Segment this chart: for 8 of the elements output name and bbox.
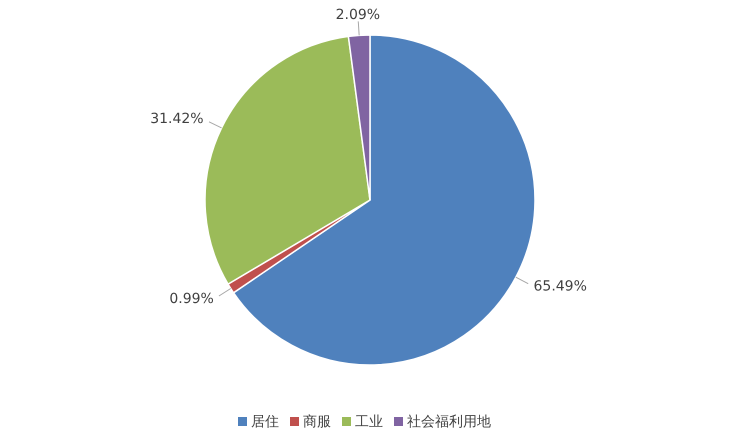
data-label: 31.42% — [150, 110, 204, 127]
legend-label: 商服 — [303, 414, 331, 430]
data-label: 2.09% — [336, 7, 380, 24]
legend-label: 社会福利用地 — [407, 414, 491, 430]
legend-label: 工业 — [355, 414, 383, 430]
data-label: 0.99% — [169, 291, 214, 308]
legend-label: 居住 — [251, 414, 279, 430]
data-label: 65.49% — [534, 278, 587, 294]
